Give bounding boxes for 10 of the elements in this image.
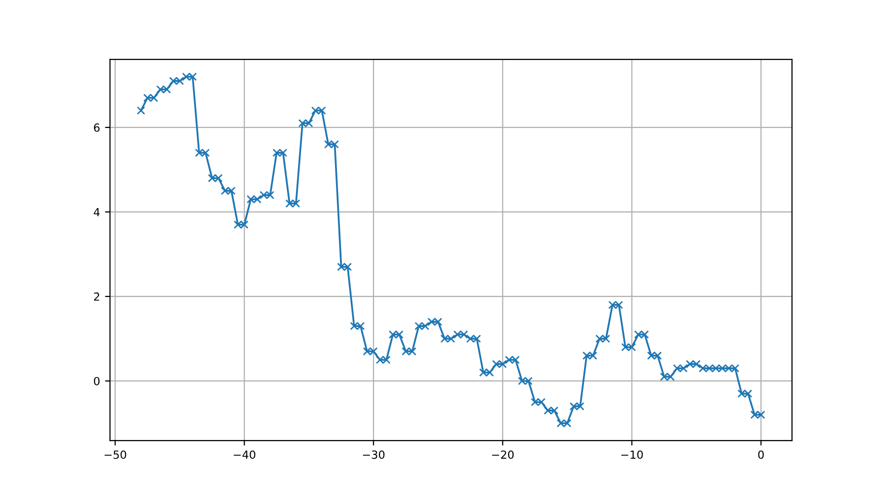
x-tick-label: 0	[758, 450, 764, 459]
y-tick-label: 0	[94, 376, 100, 386]
x-tick-label: −20	[492, 450, 514, 459]
x-tick-label: −10	[621, 450, 643, 459]
y-tick-label: 6	[94, 123, 100, 132]
y-tick-label: 2	[94, 292, 100, 301]
y-tick-label: 4	[94, 208, 100, 216]
x-tick-label: −40	[234, 450, 256, 459]
x-tick-label: −30	[362, 450, 384, 459]
x-tick-label: −50	[104, 450, 126, 459]
